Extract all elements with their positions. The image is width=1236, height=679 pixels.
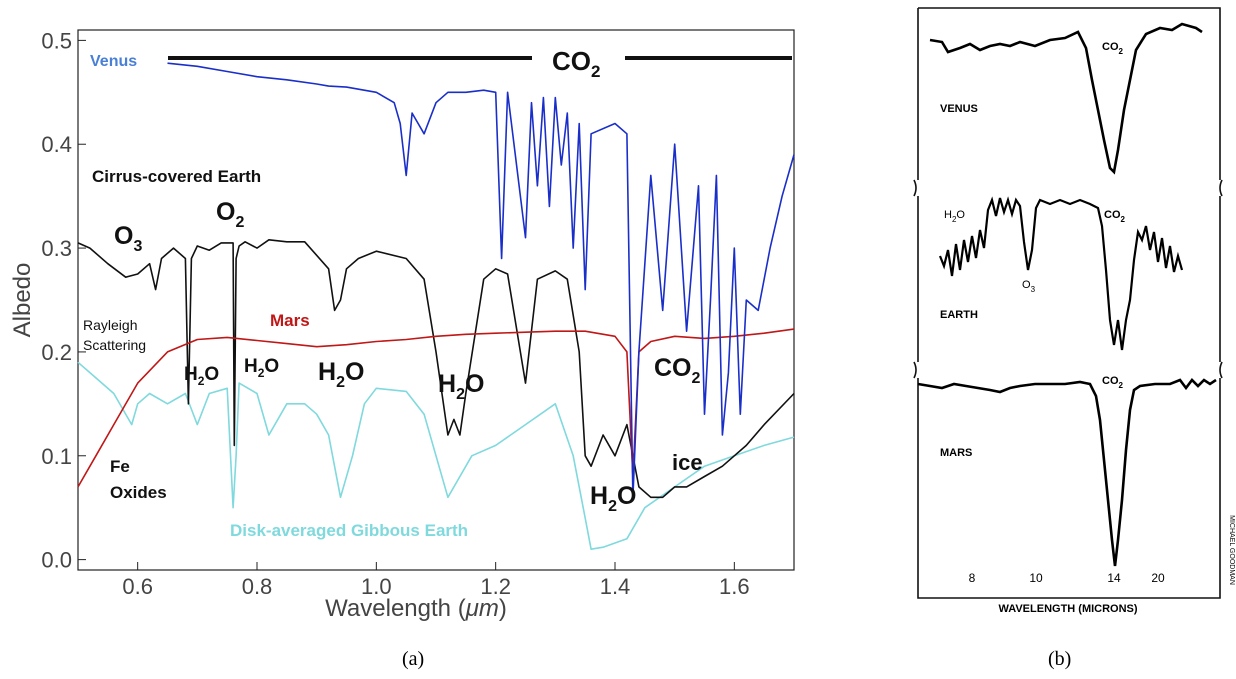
x-tick-label: 0.6 — [122, 574, 153, 599]
label-fe-2: Oxides — [110, 483, 167, 502]
y-tick-label: 0.0 — [41, 548, 72, 573]
series-line-disk-averaged-gibbous-earth — [77, 361, 795, 551]
y-tick-label: 0.2 — [41, 340, 72, 365]
panel-break-marks — [913, 179, 1223, 379]
mars-co2-label: CO2 — [1102, 375, 1124, 390]
venus-co2-label: CO2 — [1102, 41, 1124, 56]
y-tick-label: 0.5 — [41, 28, 72, 53]
tick-label: 20 — [1151, 571, 1165, 585]
mars-spectrum — [917, 378, 1217, 567]
y-tick-label: 0.1 — [41, 444, 72, 469]
series-line-mars — [77, 328, 795, 488]
caption-b: (b) — [1048, 648, 1072, 670]
x-axis-label: Wavelength (μm) — [325, 595, 507, 622]
x-tick-label: 1.2 — [480, 574, 511, 599]
label-o2: O2 — [216, 198, 244, 231]
earth-label: EARTH — [940, 309, 978, 321]
earth-h2o-label: H2O — [944, 209, 965, 224]
panel-b-frame — [917, 7, 1221, 599]
x-tick-label: 1.6 — [719, 574, 750, 599]
plot-frame — [77, 29, 795, 571]
y-axis-label: Albedo — [9, 263, 36, 338]
label-venus: Venus — [90, 53, 137, 70]
x-tick-label: 0.8 — [242, 574, 273, 599]
x-tick-label: 1.4 — [600, 574, 631, 599]
y-tick-label: 0.4 — [41, 132, 72, 157]
mars-label: MARS — [940, 447, 972, 459]
label-o3: O3 — [114, 222, 142, 255]
x-tick-label: 1.0 — [361, 574, 392, 599]
label-h2o-2: H2O — [244, 356, 279, 380]
y-tick-label: 0.3 — [41, 236, 72, 261]
label-h2o-5: H2O — [590, 482, 636, 515]
label-rayleigh-2: Scattering — [83, 337, 146, 353]
series-line-venus — [167, 62, 795, 499]
label-h2o-4: H2O — [438, 370, 484, 403]
thermal-spectra-chart: VENUS CO2 H2O O3 CO2 EARTH CO2 MARS 8 10… — [913, 7, 1235, 615]
albedo-spectra-chart: 0.6 0.8 1.0 1.2 1.4 1.6 0.0 0.1 0.2 0.3 0.4 0.5 Wav… — [9, 28, 795, 622]
label-gibbous-earth: Disk-averaged Gibbous Earth — [230, 521, 468, 540]
label-co2-mid: CO2 — [654, 354, 701, 387]
tick-label: 14 — [1107, 571, 1121, 585]
panel-b-x-axis-label: WAVELENGTH (MICRONS) — [998, 603, 1137, 615]
label-h2o-1: H2O — [184, 364, 219, 388]
series-lines — [77, 62, 795, 551]
illustrator-credit: MICHAEL GOODMAN — [1228, 515, 1235, 585]
label-fe-1: Fe — [110, 457, 130, 476]
label-rayleigh-1: Rayleigh — [83, 317, 137, 333]
caption-a: (a) — [402, 648, 425, 670]
venus-spectrum — [929, 22, 1203, 175]
earth-co2-label: CO2 — [1104, 209, 1126, 224]
label-mars: Mars — [270, 311, 310, 330]
venus-label: VENUS — [940, 103, 978, 115]
series-line-cirrus-covered-earth — [77, 239, 795, 499]
label-co2-top: CO2 — [552, 46, 600, 81]
earth-o3-label: O3 — [1022, 279, 1036, 294]
earth-spectrum — [938, 196, 1184, 351]
tick-label: 10 — [1029, 571, 1043, 585]
tick-label: 8 — [969, 571, 976, 585]
axis-ticks: 0.6 0.8 1.0 1.2 1.4 1.6 0.0 0.1 0.2 0.3 0.4 0.5 — [41, 28, 749, 599]
label-h2o-3: H2O — [318, 358, 364, 391]
label-ice: ice — [672, 450, 703, 475]
label-cirrus-earth: Cirrus-covered Earth — [92, 167, 261, 186]
